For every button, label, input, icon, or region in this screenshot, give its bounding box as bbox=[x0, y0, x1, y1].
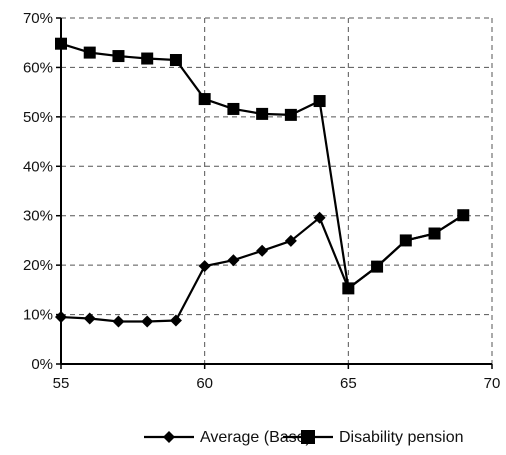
data-point-square bbox=[112, 50, 125, 63]
data-point-square bbox=[169, 54, 182, 67]
legend-item: Disability pension bbox=[283, 429, 464, 446]
axes bbox=[56, 17, 493, 369]
data-point-square bbox=[399, 234, 412, 247]
data-point-square bbox=[198, 93, 211, 106]
data-point-diamond bbox=[227, 254, 240, 267]
x-tick-label: 70 bbox=[484, 375, 501, 392]
y-tick-label: 40% bbox=[23, 158, 53, 175]
data-point-diamond bbox=[83, 312, 96, 325]
legend-marker-diamond bbox=[163, 431, 175, 443]
y-tick-labels: 0% 10% 20% 30% 40% 50% 60% 70% bbox=[23, 10, 53, 373]
plot-background bbox=[61, 18, 492, 364]
y-tick-label: 0% bbox=[31, 356, 53, 373]
data-point-square bbox=[227, 102, 240, 115]
series-group bbox=[55, 37, 470, 328]
y-tick-label: 10% bbox=[23, 307, 53, 324]
legend: Average (Base) Disability pension bbox=[144, 429, 464, 446]
y-tick-label: 30% bbox=[23, 208, 53, 225]
y-tick-label: 70% bbox=[23, 10, 53, 27]
data-point-square bbox=[428, 227, 441, 240]
x-tick-label: 65 bbox=[340, 375, 357, 392]
data-point-square bbox=[342, 282, 355, 295]
data-point-diamond bbox=[198, 260, 211, 273]
data-point-square bbox=[55, 37, 67, 50]
legend-marker-square bbox=[301, 430, 315, 444]
legend-label: Average (Base) bbox=[200, 429, 311, 446]
data-point-diamond bbox=[169, 314, 182, 327]
y-tick-label: 50% bbox=[23, 109, 53, 126]
y-tick-label: 20% bbox=[23, 257, 53, 274]
x-tick-label: 60 bbox=[196, 375, 213, 392]
data-point-square bbox=[284, 108, 297, 121]
data-point-square bbox=[457, 209, 470, 222]
data-point-diamond bbox=[256, 244, 269, 257]
data-point-square bbox=[371, 260, 384, 273]
data-point-diamond bbox=[55, 311, 67, 324]
legend-label: Disability pension bbox=[339, 429, 464, 446]
data-point-square bbox=[256, 107, 269, 120]
x-tick-labels: 55 60 65 70 bbox=[53, 375, 501, 392]
data-point-diamond bbox=[141, 315, 154, 328]
data-point-square bbox=[83, 46, 96, 59]
data-point-diamond bbox=[284, 234, 297, 247]
data-point-square bbox=[313, 95, 326, 108]
legend-item: Average (Base) bbox=[144, 429, 311, 446]
data-point-square bbox=[141, 52, 154, 65]
x-tick-label: 55 bbox=[53, 375, 70, 392]
data-point-diamond bbox=[112, 315, 125, 328]
grid-lines bbox=[61, 17, 493, 364]
y-tick-label: 60% bbox=[23, 59, 53, 76]
data-point-diamond bbox=[313, 211, 326, 224]
